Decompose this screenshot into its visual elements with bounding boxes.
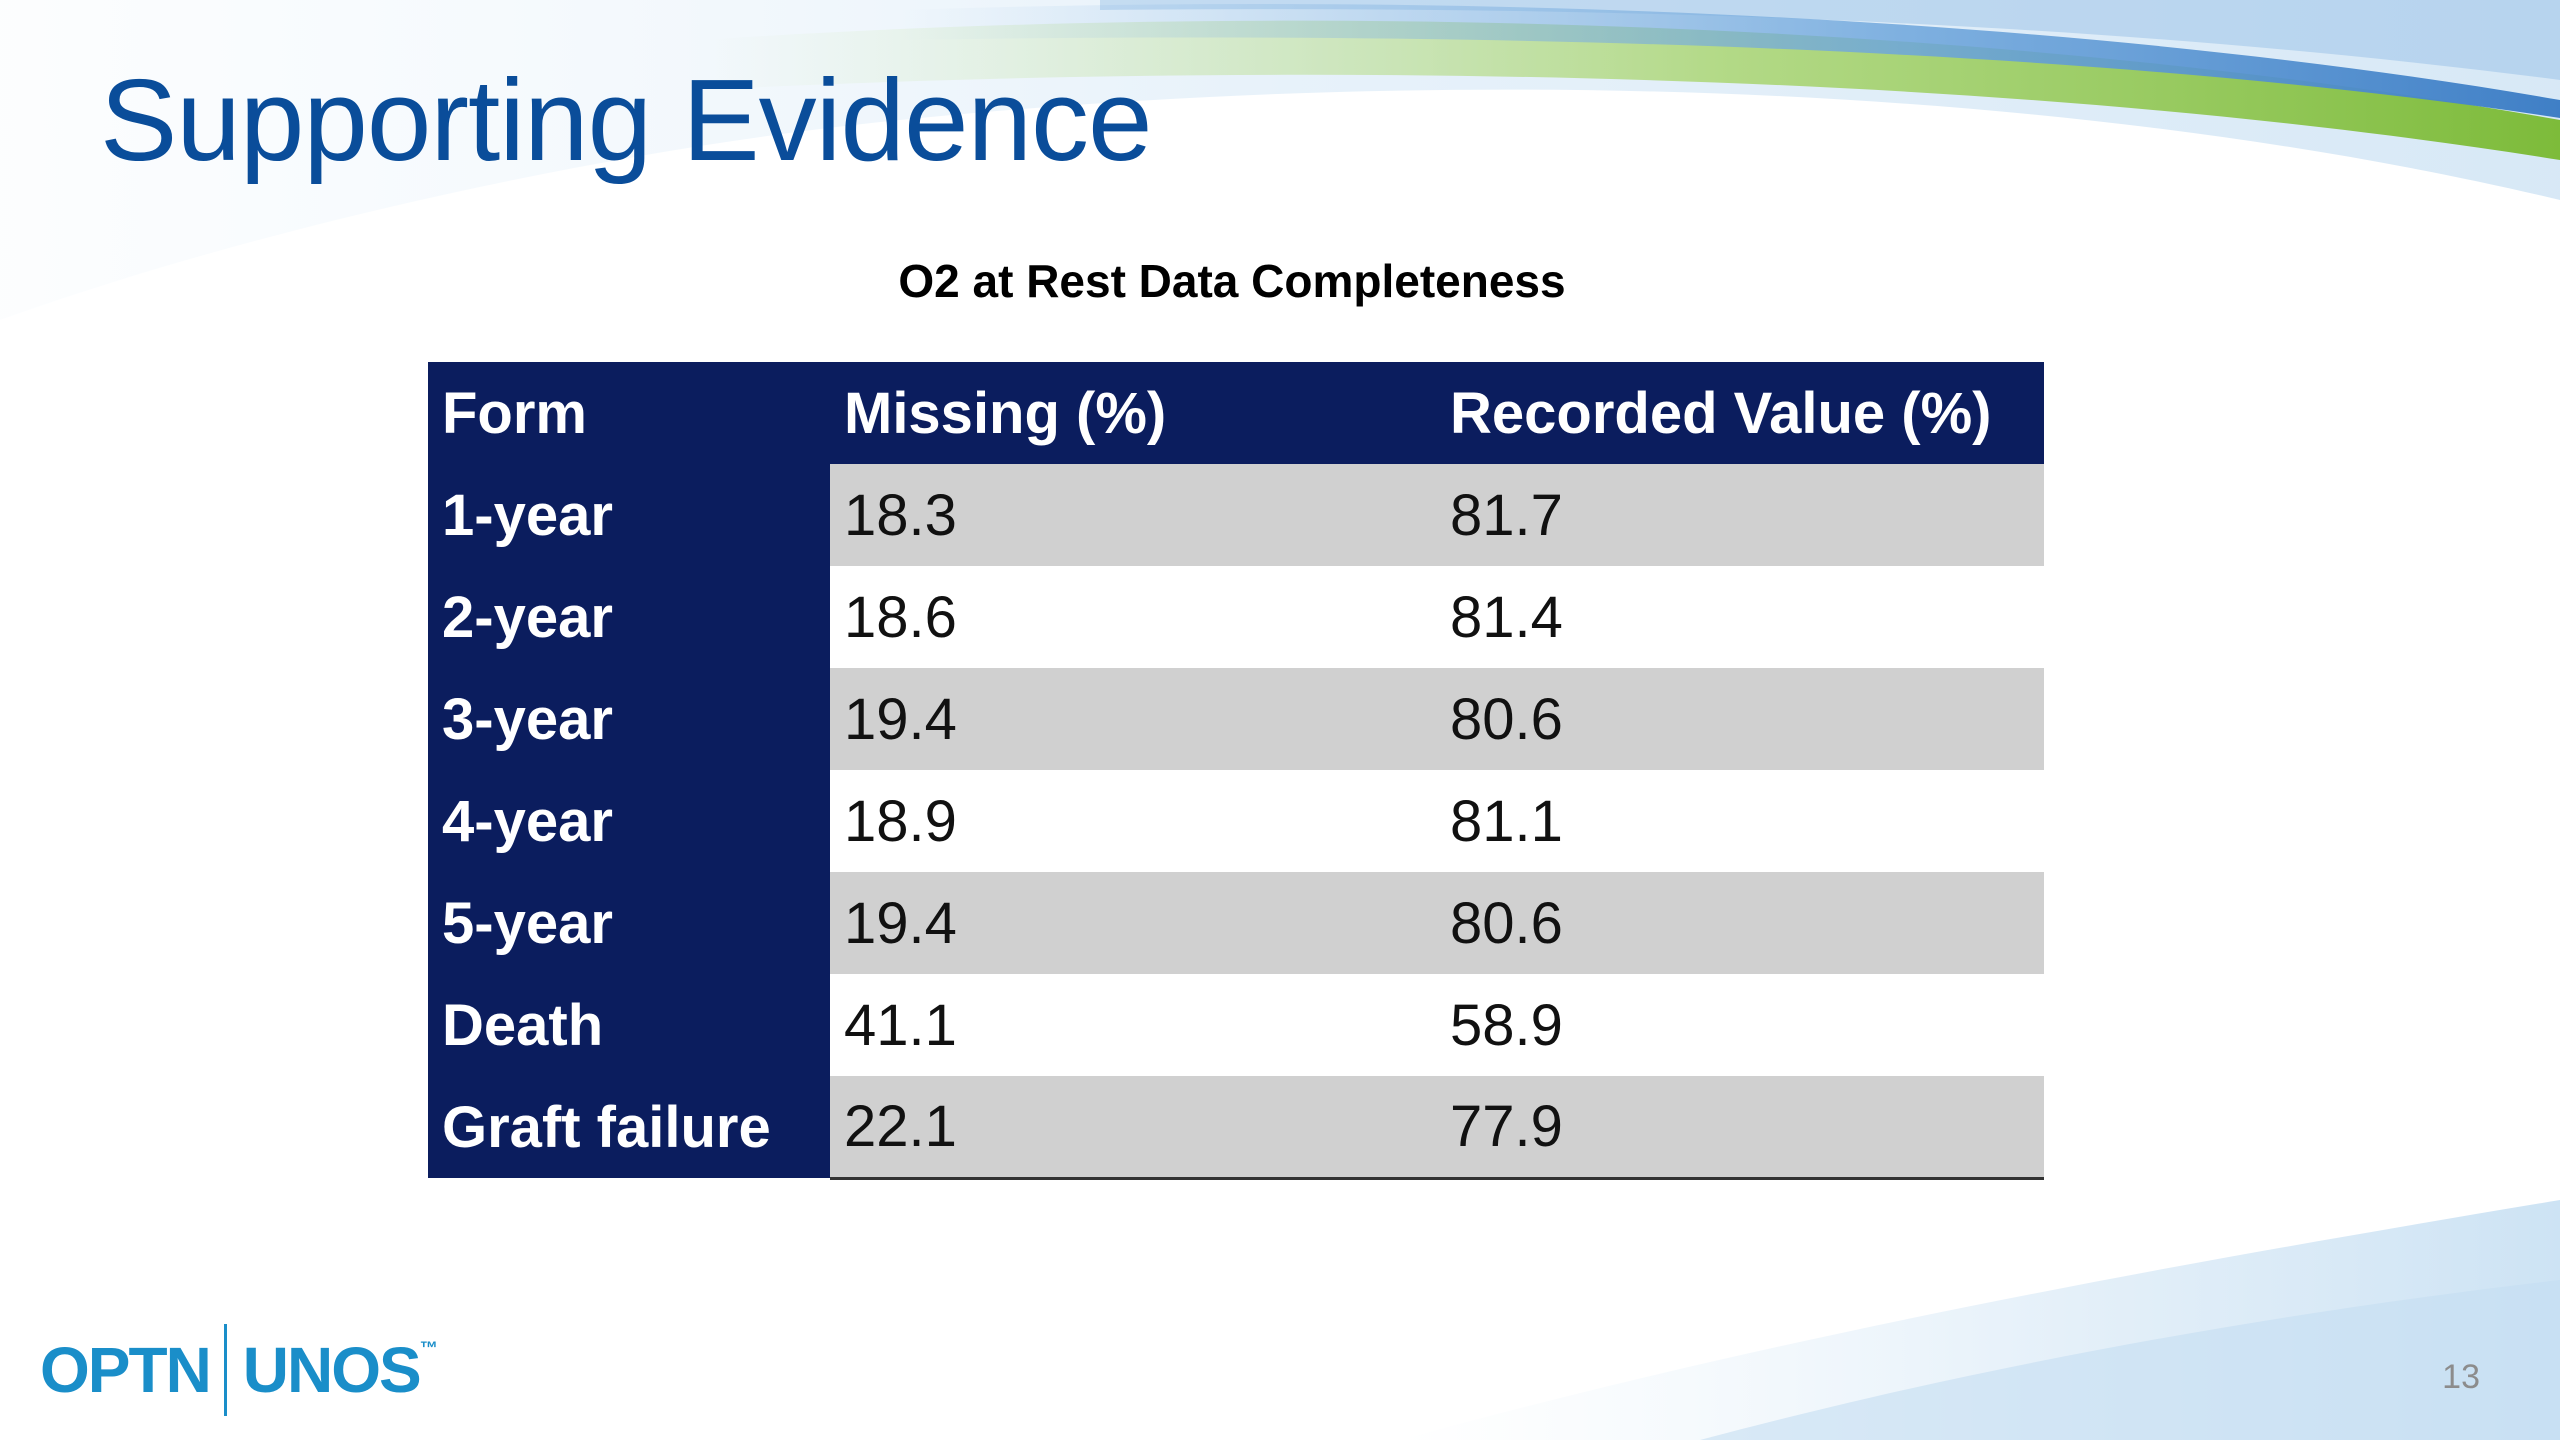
row-label: 4-year [428,770,830,872]
column-header-missing: Missing (%) [830,362,1436,464]
recorded-cell: 80.6 [1436,872,2044,974]
row-label: 1-year [428,464,830,566]
column-header-form: Form [428,362,830,464]
table-row: 2-year 18.6 81.4 [428,566,2044,668]
table-row: 5-year 19.4 80.6 [428,872,2044,974]
recorded-cell: 77.9 [1436,1076,2044,1180]
table-row: Death 41.1 58.9 [428,974,2044,1076]
table-row: 3-year 19.4 80.6 [428,668,2044,770]
recorded-cell: 58.9 [1436,974,2044,1076]
table-row: Graft failure 22.1 77.9 [428,1076,2044,1180]
row-label: 2-year [428,566,830,668]
table-row: 1-year 18.3 81.7 [428,464,2044,566]
row-label: Graft failure [428,1076,830,1178]
table-caption: O2 at Rest Data Completeness [898,255,1566,307]
data-table: Form Missing (%) Recorded Value (%) 1-ye… [428,362,2044,1180]
row-label: 3-year [428,668,830,770]
optn-unos-logo: OPTN UNOS ™ [40,1324,438,1416]
missing-cell: 19.4 [830,872,1436,974]
recorded-cell: 81.4 [1436,566,2044,668]
table-row: 4-year 18.9 81.1 [428,770,2044,872]
missing-cell: 18.9 [830,770,1436,872]
logo-text-optn: OPTN [40,1334,212,1406]
recorded-cell: 81.7 [1436,464,2044,566]
page-number: 13 [2442,1358,2480,1396]
column-header-recorded: Recorded Value (%) [1436,362,2044,464]
missing-cell: 18.6 [830,566,1436,668]
row-label: Death [428,974,830,1076]
missing-cell: 22.1 [830,1076,1436,1180]
logo-trademark: ™ [419,1338,438,1358]
recorded-cell: 80.6 [1436,668,2044,770]
row-label: 5-year [428,872,830,974]
table-header-row: Form Missing (%) Recorded Value (%) [428,362,2044,464]
logo-divider [223,1324,227,1416]
slide-title: Supporting Evidence [100,55,1153,185]
missing-cell: 18.3 [830,464,1436,566]
recorded-cell: 81.1 [1436,770,2044,872]
logo-text-unos: UNOS [242,1334,422,1406]
data-completeness-table: Form Missing (%) Recorded Value (%) 1-ye… [428,362,2044,1180]
missing-cell: 41.1 [830,974,1436,1076]
missing-cell: 19.4 [830,668,1436,770]
